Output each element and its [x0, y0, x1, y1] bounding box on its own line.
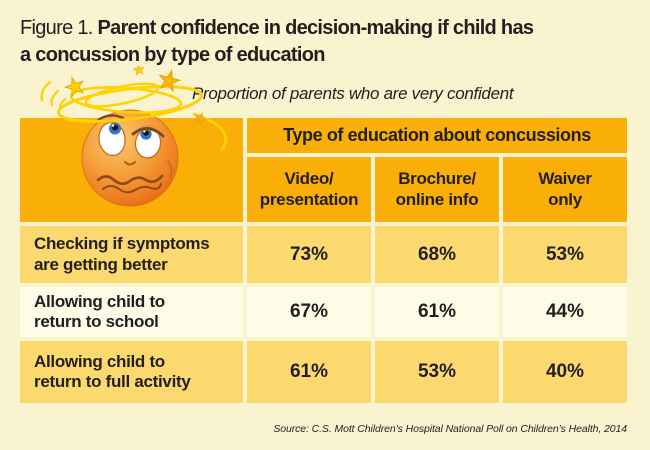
value-return-school-video: 67% — [247, 287, 371, 337]
title-line-2: a concussion by type of education — [20, 44, 325, 66]
row-label-return-to-school: Allowing child to return to school — [20, 287, 243, 337]
column-header-brochure-online-info: Brochure/ online info — [375, 157, 499, 222]
title-line-1-wrap: Figure 1. Parent confidence in decision-… — [20, 15, 535, 42]
row-label-checking-symptoms: Checking if symptoms are getting better — [20, 226, 243, 283]
figure-label: Figure 1. — [20, 17, 93, 39]
value-full-activity-waiver: 40% — [503, 341, 627, 403]
source-citation: Source: C.S. Mott Children’s Hospital Na… — [273, 423, 627, 435]
value-checking-symptoms-brochure: 68% — [375, 226, 499, 283]
value-checking-symptoms-video: 73% — [247, 226, 371, 283]
row-label-return-to-full-activity: Allowing child to return to full activit… — [20, 341, 243, 403]
figure-title: Figure 1. Parent confidence in decision-… — [20, 15, 535, 69]
figure-subtitle: Proportion of parents who are very confi… — [192, 84, 514, 103]
concussion-education-table: Type of education about concussions Vide… — [20, 118, 627, 403]
value-return-school-brochure: 61% — [375, 287, 499, 337]
value-return-school-waiver: 44% — [503, 287, 627, 337]
dizzy-face-cell — [20, 118, 243, 222]
title-line-1: Parent confidence in decision-making if … — [97, 17, 535, 39]
column-header-waiver-only: Waiver only — [503, 157, 627, 222]
value-checking-symptoms-waiver: 53% — [503, 226, 627, 283]
value-full-activity-video: 61% — [247, 341, 371, 403]
column-group-header: Type of education about concussions — [247, 118, 627, 153]
value-full-activity-brochure: 53% — [375, 341, 499, 403]
column-header-video-presentation: Video/ presentation — [247, 157, 371, 222]
